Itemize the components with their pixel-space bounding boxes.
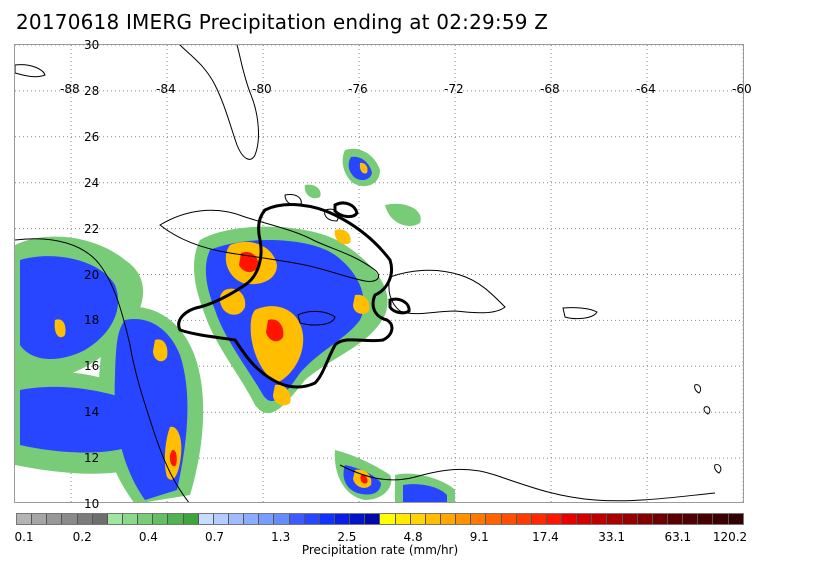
colorbar-tick-label: 4.8 <box>403 530 423 544</box>
lon-label: -80 <box>252 82 272 96</box>
colorbar-tick-label: 120.2 <box>712 530 748 544</box>
colorbar-swatch <box>622 514 638 524</box>
lat-label: 30 <box>84 38 100 52</box>
colorbar-swatch <box>17 514 33 524</box>
colorbar-swatch <box>350 514 366 524</box>
lat-label: 26 <box>84 129 100 144</box>
colorbar-swatch <box>62 514 78 524</box>
map-title: 20170618 IMERG Precipitation ending at 0… <box>16 10 549 34</box>
lon-label: -60 <box>732 82 752 96</box>
colorbar-swatch <box>213 514 229 524</box>
colorbar-swatch <box>395 514 411 524</box>
colorbar-swatch <box>380 514 396 524</box>
colorbar-tick-label: 0.1 <box>14 530 34 544</box>
colorbar-swatch <box>637 514 653 524</box>
lat-label: 22 <box>84 221 100 236</box>
colorbar-swatch <box>562 514 578 524</box>
lon-label: -84 <box>156 82 176 96</box>
lat-label: 10 <box>84 497 100 511</box>
lon-label: -72 <box>444 82 464 96</box>
colorbar-tick-label: 0.2 <box>72 530 92 544</box>
colorbar-tick-label: 17.4 <box>532 530 559 544</box>
colorbar-swatch <box>531 514 547 524</box>
colorbar-swatch <box>334 514 351 524</box>
colorbar-swatch <box>501 514 517 524</box>
colorbar-swatch <box>365 514 381 524</box>
colorbar-swatch <box>713 514 729 524</box>
lon-label: -88 <box>60 82 80 96</box>
colorbar-swatch <box>698 514 714 524</box>
colorbar-swatch <box>319 514 335 524</box>
map-canvas <box>15 45 743 502</box>
colorbar-swatch <box>546 514 563 524</box>
colorbar-swatch <box>32 514 48 524</box>
colorbar-swatch <box>153 514 169 524</box>
colorbar-swatch <box>77 514 93 524</box>
colorbar-tick-label: 2.5 <box>337 530 357 544</box>
lon-label: -68 <box>540 82 560 96</box>
lat-label: 16 <box>84 359 100 374</box>
lon-label: -76 <box>348 82 368 96</box>
colorbar-swatch <box>471 514 487 524</box>
outlook-contour <box>177 201 411 389</box>
colorbar-swatch <box>198 514 214 524</box>
colorbar-swatch <box>728 514 743 524</box>
colorbar-tick-label: 1.3 <box>271 530 291 544</box>
colorbar-tick-label: 63.1 <box>664 530 692 544</box>
lat-label: 24 <box>84 175 100 190</box>
colorbar-swatch <box>259 514 275 524</box>
grid-lines <box>15 45 743 502</box>
lat-label: 18 <box>84 313 100 328</box>
coastlines <box>15 45 722 502</box>
precipitation-map <box>14 44 744 503</box>
colorbar-swatch <box>228 514 245 524</box>
colorbar-swatch <box>486 514 502 524</box>
colorbar-swatch <box>607 514 623 524</box>
colorbar-tick-label: 0.4 <box>138 530 158 544</box>
lon-label: -64 <box>636 82 656 96</box>
colorbar-swatch <box>516 514 532 524</box>
colorbar-swatch <box>652 514 669 524</box>
colorbar-swatch <box>289 514 305 524</box>
colorbar-swatch <box>92 514 108 524</box>
lat-label: 20 <box>84 267 100 282</box>
colorbar-swatch <box>47 514 63 524</box>
colorbar-swatch <box>122 514 139 524</box>
colorbar-swatch <box>304 514 320 524</box>
lat-label: 14 <box>84 405 100 420</box>
colorbar <box>16 513 744 525</box>
lat-label: 12 <box>84 451 100 466</box>
colorbar-swatch <box>440 514 457 524</box>
colorbar-tick-label: 0.7 <box>204 530 225 544</box>
colorbar-swatch <box>183 514 199 524</box>
colorbar-swatch <box>410 514 426 524</box>
lat-label: 28 <box>84 83 100 98</box>
colorbar-swatch <box>168 514 184 524</box>
colorbar-title: Precipitation rate (mm/hr) <box>301 543 459 557</box>
colorbar-swatch <box>668 514 684 524</box>
colorbar-swatch <box>107 514 123 524</box>
colorbar-swatch <box>425 514 441 524</box>
colorbar-swatch <box>577 514 593 524</box>
colorbar-swatch <box>274 514 290 524</box>
colorbar-tick-label: 9.1 <box>469 530 489 544</box>
colorbar-tick-label: 33.1 <box>598 530 625 544</box>
colorbar-swatch <box>592 514 608 524</box>
colorbar-swatch <box>244 514 260 524</box>
colorbar-swatch <box>138 514 154 524</box>
colorbar-swatch <box>683 514 699 524</box>
colorbar-swatch <box>456 514 472 524</box>
